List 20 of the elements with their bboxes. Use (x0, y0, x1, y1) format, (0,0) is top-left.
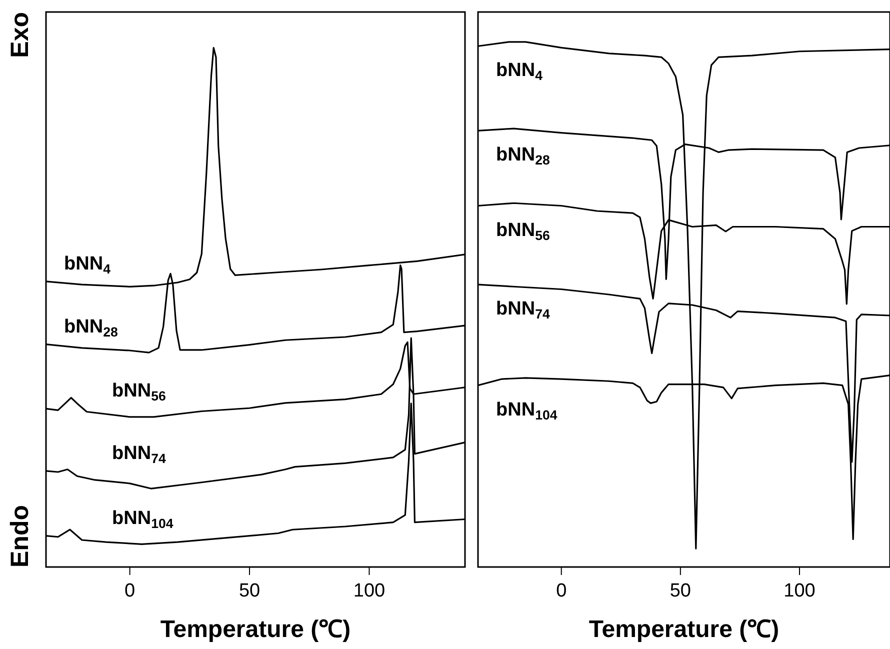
series-label: bNN$_{4}$ (64, 253, 112, 276)
series-label: bNN$_{4}$ (496, 60, 544, 84)
series-label: bNN$_{56}$ (112, 380, 166, 404)
x-tick-label: 50 (238, 580, 260, 602)
x-axis-title: Temperature (℃) (160, 616, 351, 643)
series-label: bNN$_{74}$ (112, 442, 166, 466)
series-label: bNN$_{104}$ (112, 508, 174, 531)
x-tick-label: 100 (784, 580, 816, 602)
x-axis-title: Temperature (℃) (588, 616, 780, 643)
series-label: bNN$_{56}$ (496, 220, 550, 243)
x-tick-label: 50 (670, 580, 691, 602)
x-tick-label: 0 (556, 580, 567, 602)
text: Exo (5, 12, 35, 58)
series-label: bNN$_{28}$ (496, 144, 550, 168)
series-label: bNN$_{74}$ (496, 298, 550, 322)
x-tick-label: 100 (353, 580, 386, 602)
series-label: bNN$_{28}$ (64, 316, 118, 340)
text: Endo (5, 504, 35, 567)
series-label: bNN$_{104}$ (496, 399, 558, 422)
x-tick-label: 0 (124, 580, 136, 602)
